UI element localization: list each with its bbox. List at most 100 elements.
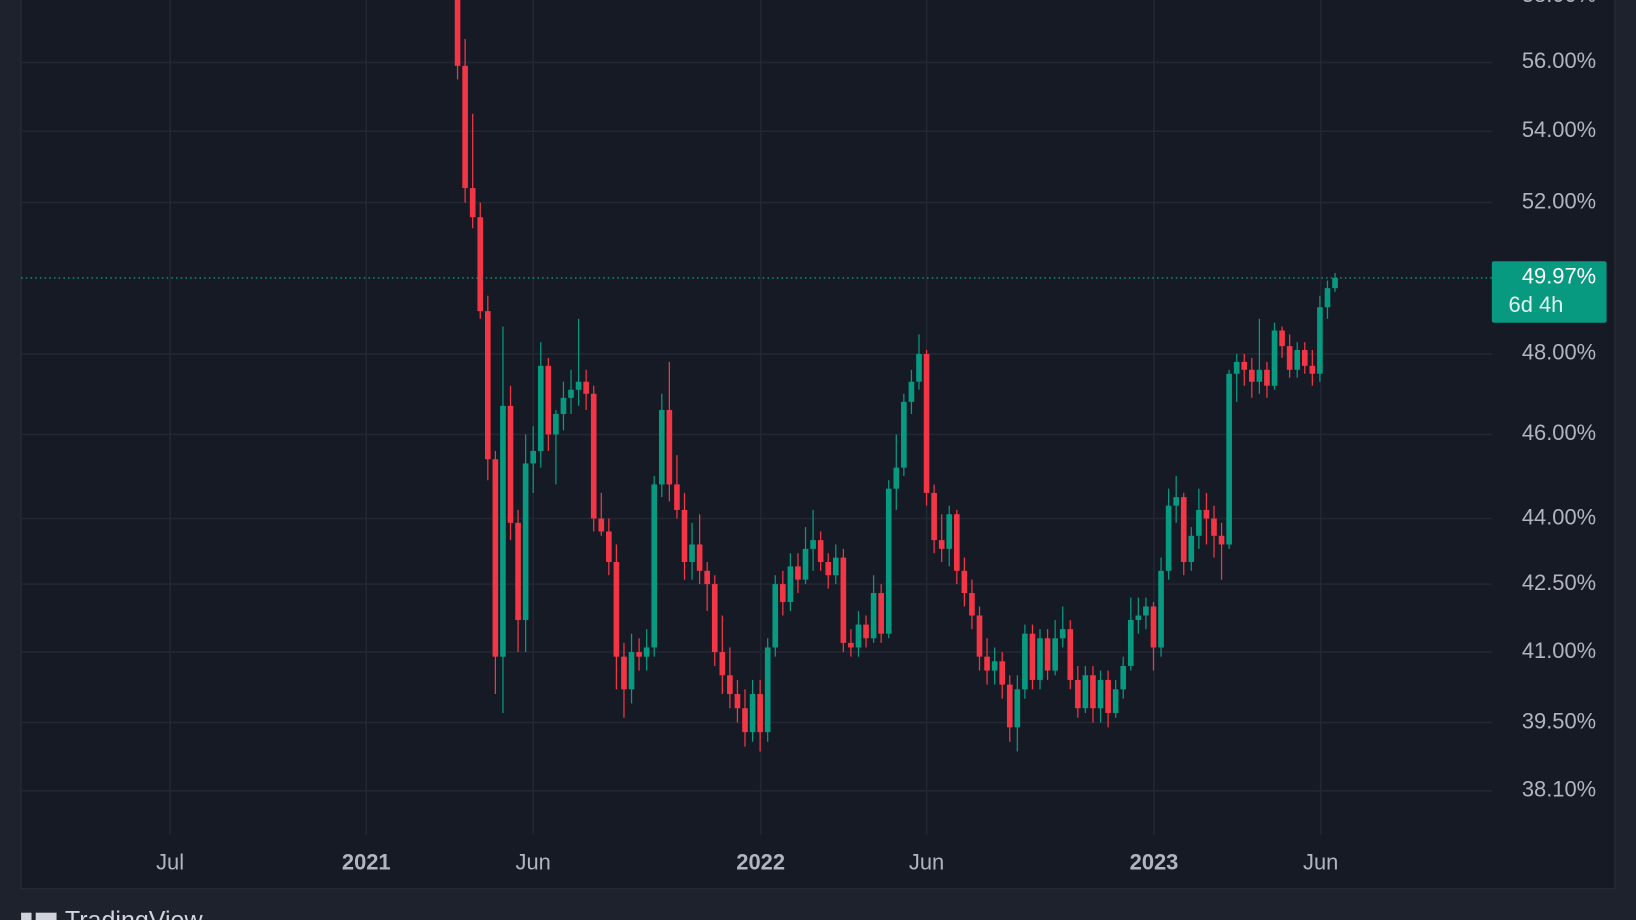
y-tick-label: 42.50% [1522, 570, 1596, 595]
candle-body [507, 405, 514, 523]
candle-body [878, 593, 884, 634]
y-tick-label: 46.00% [1522, 420, 1596, 445]
candle-body [1271, 330, 1278, 386]
candle-body [1294, 350, 1301, 370]
candle-body [734, 694, 741, 709]
candles [454, 0, 1338, 752]
y-tick-label: 39.50% [1522, 708, 1596, 733]
candle-body [1052, 638, 1058, 671]
candle-body [885, 488, 892, 634]
x-tick-label: Jun [1303, 849, 1338, 874]
candle-body [1158, 570, 1164, 648]
candle-body [674, 484, 680, 510]
candle-body [568, 389, 574, 398]
candle-body [870, 593, 877, 639]
x-tick-label: 2021 [342, 849, 391, 874]
candle-body [795, 566, 801, 580]
candle-body [1097, 679, 1104, 709]
candle-body [855, 624, 862, 648]
candle-body [1226, 373, 1232, 545]
x-tick-label: Jun [909, 849, 944, 874]
candle-body [1173, 497, 1179, 506]
candle-body [621, 656, 627, 690]
candle-body [575, 381, 582, 390]
candle-body [1249, 369, 1255, 382]
candle-body [961, 570, 968, 594]
candle-body [530, 450, 537, 464]
candle-body [1044, 638, 1051, 671]
candle-body [704, 570, 710, 585]
candle-body [772, 584, 779, 648]
candle-body [719, 652, 726, 676]
candle-body [1188, 535, 1195, 562]
candle-body [832, 557, 839, 576]
candle-body [711, 584, 718, 653]
candle-body [462, 65, 468, 189]
y-tick-label: 48.00% [1522, 340, 1596, 365]
candle-body [651, 484, 658, 648]
candle-body [757, 694, 763, 733]
candle-body [780, 584, 786, 602]
candle-body [1029, 633, 1036, 680]
candle-body [1022, 633, 1028, 690]
candle-body [817, 540, 824, 562]
candle-body [848, 642, 854, 648]
candle-body [1211, 518, 1217, 536]
axis-labels: 38.10% 39.50% 41.00% 42.50% 44.00% 46.00% 48.0… [156, 0, 1596, 874]
candle-body [553, 414, 559, 435]
candle-body [560, 397, 567, 415]
candle-body [1006, 684, 1013, 728]
candle-body [454, 0, 461, 66]
candle-body [689, 544, 695, 562]
candle-body [1286, 346, 1293, 370]
candle-body [802, 548, 809, 580]
candle-body [515, 522, 521, 621]
candle-body [1127, 620, 1134, 666]
candle-body [522, 463, 529, 621]
candle-body [1301, 350, 1308, 366]
y-tick-label: 52.00% [1522, 188, 1596, 213]
candle-body [931, 492, 937, 541]
candle-body [606, 531, 612, 562]
candle-body [893, 467, 900, 489]
candle-body [923, 353, 930, 493]
candle-body [991, 661, 998, 671]
logo-icon [21, 912, 32, 920]
candle-body [1090, 675, 1096, 709]
candle-body [742, 708, 748, 733]
candle-body [1203, 509, 1210, 519]
y-tick-label: 56.00% [1522, 48, 1596, 73]
candle-body [810, 540, 816, 549]
candle-body [1279, 330, 1285, 347]
candle-body [969, 593, 975, 616]
candle-body [1256, 369, 1263, 382]
candle-body [863, 624, 869, 639]
last-price-label: 49.97% [1522, 264, 1596, 289]
candle-body [1135, 615, 1142, 621]
candle-body [500, 405, 506, 657]
candle-body [825, 561, 832, 576]
candle-body [1120, 665, 1127, 690]
candle-body [1324, 288, 1331, 308]
candle-body [643, 647, 650, 657]
countdown-label: 6d 4h [1509, 292, 1564, 317]
x-tick-label: Jul [156, 849, 184, 874]
y-tick-label: 38.10% [1522, 777, 1596, 802]
candle-body [787, 566, 794, 602]
candle-body [681, 509, 688, 562]
candle-body [1143, 606, 1149, 616]
candle-body [938, 540, 945, 549]
candle-body [583, 381, 589, 394]
candle-body [484, 311, 491, 460]
last-price-box [1491, 261, 1607, 323]
candle-body [946, 514, 953, 549]
candle-body [1264, 369, 1270, 386]
candle-body [1180, 497, 1187, 562]
x-tick-label: 2022 [736, 849, 785, 874]
candle-body [840, 557, 847, 643]
candle-body [1196, 509, 1202, 536]
candle-body [1037, 638, 1043, 680]
candle-body [764, 647, 771, 733]
y-tick-label: 58.00% [1522, 0, 1596, 7]
